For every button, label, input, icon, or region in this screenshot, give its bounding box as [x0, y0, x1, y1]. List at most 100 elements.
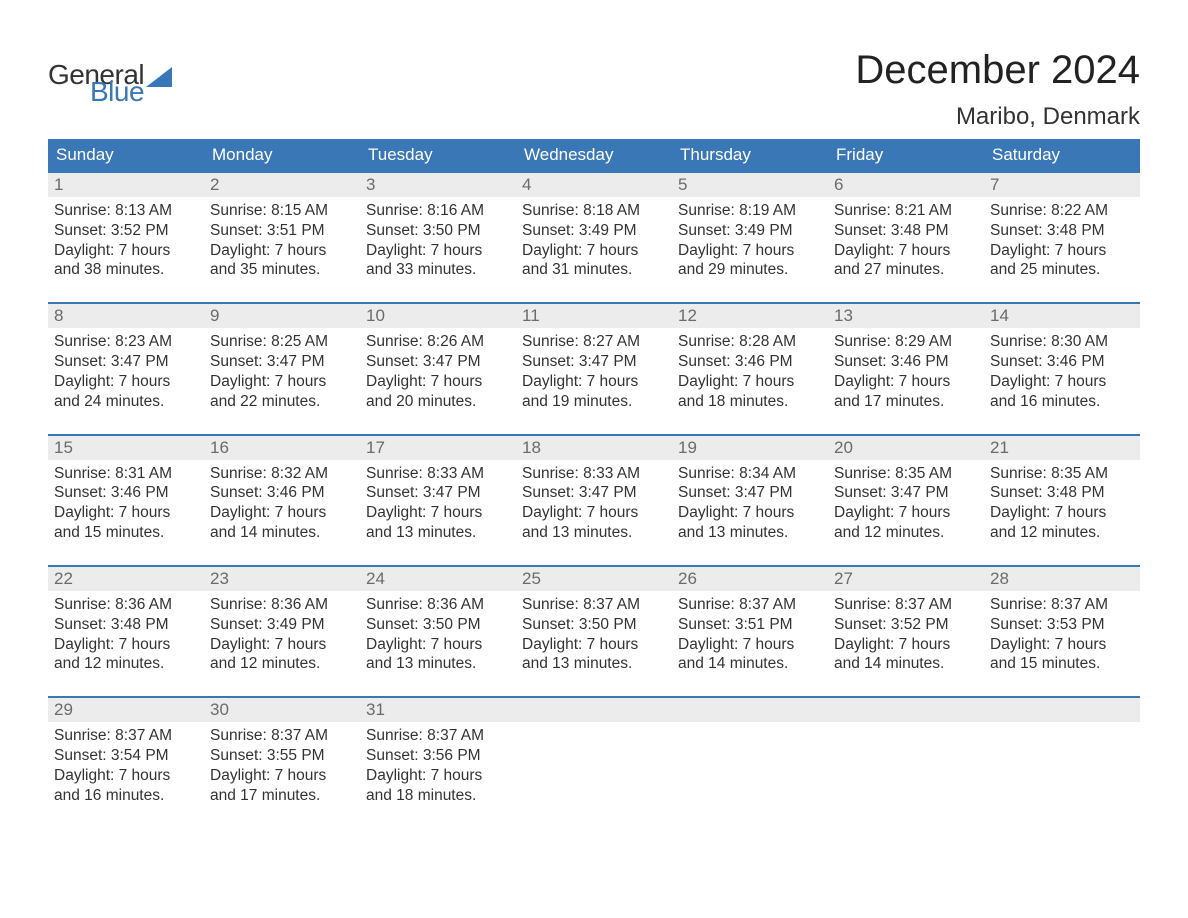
sunrise-line: Sunrise: 8:35 AM — [990, 464, 1134, 484]
day-details: Sunrise: 8:25 AMSunset: 3:47 PMDaylight:… — [204, 328, 360, 415]
day-details: Sunrise: 8:36 AMSunset: 3:49 PMDaylight:… — [204, 591, 360, 678]
calendar-day-cell: 27Sunrise: 8:37 AMSunset: 3:52 PMDayligh… — [828, 567, 984, 678]
brand-text-2: Blue — [90, 79, 172, 104]
daylight-line-1: Daylight: 7 hours — [834, 503, 978, 523]
sunrise-line: Sunrise: 8:37 AM — [678, 595, 822, 615]
day-number: . — [828, 698, 984, 722]
calendar-day-cell: 14Sunrise: 8:30 AMSunset: 3:46 PMDayligh… — [984, 304, 1140, 415]
day-details: Sunrise: 8:37 AMSunset: 3:56 PMDaylight:… — [360, 722, 516, 809]
day-details: Sunrise: 8:13 AMSunset: 3:52 PMDaylight:… — [48, 197, 204, 284]
day-number: 1 — [48, 173, 204, 197]
calendar-day-cell: . — [984, 698, 1140, 809]
calendar-day-cell: 22Sunrise: 8:36 AMSunset: 3:48 PMDayligh… — [48, 567, 204, 678]
day-header: Monday — [204, 139, 360, 171]
daylight-line-2: and 13 minutes. — [678, 523, 822, 543]
sunrise-line: Sunrise: 8:37 AM — [54, 726, 198, 746]
daylight-line-1: Daylight: 7 hours — [678, 503, 822, 523]
daylight-line-1: Daylight: 7 hours — [678, 635, 822, 655]
calendar-day-cell: 25Sunrise: 8:37 AMSunset: 3:50 PMDayligh… — [516, 567, 672, 678]
daylight-line-2: and 13 minutes. — [366, 654, 510, 674]
calendar-day-cell: 16Sunrise: 8:32 AMSunset: 3:46 PMDayligh… — [204, 436, 360, 547]
day-number: 13 — [828, 304, 984, 328]
sunset-line: Sunset: 3:50 PM — [366, 221, 510, 241]
sunrise-line: Sunrise: 8:37 AM — [522, 595, 666, 615]
day-details: Sunrise: 8:26 AMSunset: 3:47 PMDaylight:… — [360, 328, 516, 415]
sunset-line: Sunset: 3:49 PM — [522, 221, 666, 241]
calendar-day-cell: . — [828, 698, 984, 809]
day-header: Tuesday — [360, 139, 516, 171]
sunset-line: Sunset: 3:47 PM — [522, 483, 666, 503]
daylight-line-1: Daylight: 7 hours — [834, 372, 978, 392]
day-details: Sunrise: 8:15 AMSunset: 3:51 PMDaylight:… — [204, 197, 360, 284]
calendar-day-cell: 24Sunrise: 8:36 AMSunset: 3:50 PMDayligh… — [360, 567, 516, 678]
day-number: 30 — [204, 698, 360, 722]
daylight-line-1: Daylight: 7 hours — [54, 372, 198, 392]
calendar-week: 15Sunrise: 8:31 AMSunset: 3:46 PMDayligh… — [48, 434, 1140, 547]
day-details: Sunrise: 8:22 AMSunset: 3:48 PMDaylight:… — [984, 197, 1140, 284]
calendar-week: 29Sunrise: 8:37 AMSunset: 3:54 PMDayligh… — [48, 696, 1140, 809]
daylight-line-1: Daylight: 7 hours — [210, 766, 354, 786]
location-label: Maribo, Denmark — [855, 103, 1140, 131]
daylight-line-2: and 35 minutes. — [210, 260, 354, 280]
calendar-header-row: SundayMondayTuesdayWednesdayThursdayFrid… — [48, 139, 1140, 171]
sunrise-line: Sunrise: 8:26 AM — [366, 332, 510, 352]
daylight-line-2: and 12 minutes. — [834, 523, 978, 543]
day-number: 10 — [360, 304, 516, 328]
day-number: 15 — [48, 436, 204, 460]
sunrise-line: Sunrise: 8:13 AM — [54, 201, 198, 221]
daylight-line-2: and 25 minutes. — [990, 260, 1134, 280]
day-number: 29 — [48, 698, 204, 722]
sunrise-line: Sunrise: 8:33 AM — [366, 464, 510, 484]
day-number: 22 — [48, 567, 204, 591]
daylight-line-2: and 19 minutes. — [522, 392, 666, 412]
calendar-day-cell: 26Sunrise: 8:37 AMSunset: 3:51 PMDayligh… — [672, 567, 828, 678]
day-number: 25 — [516, 567, 672, 591]
daylight-line-2: and 31 minutes. — [522, 260, 666, 280]
daylight-line-1: Daylight: 7 hours — [522, 635, 666, 655]
day-number: 21 — [984, 436, 1140, 460]
day-number: 31 — [360, 698, 516, 722]
calendar-day-cell: 4Sunrise: 8:18 AMSunset: 3:49 PMDaylight… — [516, 173, 672, 284]
sunset-line: Sunset: 3:48 PM — [834, 221, 978, 241]
day-details: Sunrise: 8:35 AMSunset: 3:47 PMDaylight:… — [828, 460, 984, 547]
sunset-line: Sunset: 3:47 PM — [210, 352, 354, 372]
day-number: 8 — [48, 304, 204, 328]
sunset-line: Sunset: 3:47 PM — [366, 352, 510, 372]
day-header: Friday — [828, 139, 984, 171]
sunset-line: Sunset: 3:47 PM — [366, 483, 510, 503]
sunset-line: Sunset: 3:52 PM — [834, 615, 978, 635]
daylight-line-1: Daylight: 7 hours — [678, 241, 822, 261]
calendar-day-cell: 11Sunrise: 8:27 AMSunset: 3:47 PMDayligh… — [516, 304, 672, 415]
daylight-line-2: and 18 minutes. — [366, 786, 510, 806]
sunset-line: Sunset: 3:55 PM — [210, 746, 354, 766]
day-number: . — [516, 698, 672, 722]
calendar-day-cell: 17Sunrise: 8:33 AMSunset: 3:47 PMDayligh… — [360, 436, 516, 547]
day-header: Wednesday — [516, 139, 672, 171]
daylight-line-2: and 16 minutes. — [54, 786, 198, 806]
day-details: Sunrise: 8:36 AMSunset: 3:50 PMDaylight:… — [360, 591, 516, 678]
daylight-line-1: Daylight: 7 hours — [990, 372, 1134, 392]
day-details: Sunrise: 8:30 AMSunset: 3:46 PMDaylight:… — [984, 328, 1140, 415]
sunset-line: Sunset: 3:47 PM — [678, 483, 822, 503]
day-details: Sunrise: 8:19 AMSunset: 3:49 PMDaylight:… — [672, 197, 828, 284]
calendar-day-cell: 20Sunrise: 8:35 AMSunset: 3:47 PMDayligh… — [828, 436, 984, 547]
sunrise-line: Sunrise: 8:18 AM — [522, 201, 666, 221]
day-header: Thursday — [672, 139, 828, 171]
calendar-day-cell: 13Sunrise: 8:29 AMSunset: 3:46 PMDayligh… — [828, 304, 984, 415]
day-number: 19 — [672, 436, 828, 460]
day-details: Sunrise: 8:27 AMSunset: 3:47 PMDaylight:… — [516, 328, 672, 415]
calendar-day-cell: . — [672, 698, 828, 809]
sunset-line: Sunset: 3:51 PM — [210, 221, 354, 241]
daylight-line-2: and 24 minutes. — [54, 392, 198, 412]
daylight-line-1: Daylight: 7 hours — [210, 503, 354, 523]
day-number: 3 — [360, 173, 516, 197]
sunset-line: Sunset: 3:48 PM — [990, 483, 1134, 503]
sunset-line: Sunset: 3:48 PM — [54, 615, 198, 635]
day-details: Sunrise: 8:21 AMSunset: 3:48 PMDaylight:… — [828, 197, 984, 284]
daylight-line-2: and 14 minutes. — [834, 654, 978, 674]
daylight-line-2: and 13 minutes. — [522, 654, 666, 674]
daylight-line-1: Daylight: 7 hours — [210, 372, 354, 392]
sunrise-line: Sunrise: 8:37 AM — [210, 726, 354, 746]
calendar-day-cell: 6Sunrise: 8:21 AMSunset: 3:48 PMDaylight… — [828, 173, 984, 284]
daylight-line-2: and 16 minutes. — [990, 392, 1134, 412]
